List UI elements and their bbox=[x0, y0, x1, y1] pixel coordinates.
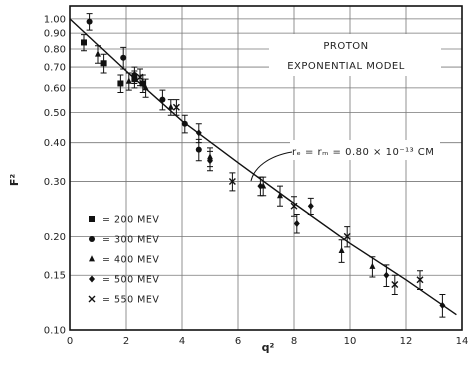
data-point-circle bbox=[195, 146, 202, 153]
data-point-diamond bbox=[439, 301, 446, 309]
data-point-cross bbox=[290, 202, 298, 210]
y-tick-label: 0.70 bbox=[44, 63, 66, 74]
data-point-cross bbox=[172, 103, 180, 111]
y-tick-label: 0.90 bbox=[44, 29, 66, 40]
data-point-diamond bbox=[383, 271, 390, 279]
x-tick-label: 10 bbox=[344, 336, 357, 347]
chart-title-line-2: EXPONENTIAL MODEL bbox=[287, 61, 405, 72]
y-axis-title: F² bbox=[8, 174, 21, 187]
data-point-triangle bbox=[125, 77, 132, 84]
data-point-triangle bbox=[167, 103, 174, 110]
y-tick-label: 0.10 bbox=[44, 326, 66, 337]
data-point-square bbox=[100, 60, 107, 67]
data-points bbox=[81, 13, 446, 318]
legend-label: = 400 MEV bbox=[102, 255, 159, 266]
x-axis-title: q² bbox=[262, 341, 275, 354]
y-axis: 1.00 0.90 0.80 0.70 0.60 0.50 0.40 0.30 0.20 0.15… bbox=[44, 14, 66, 336]
data-point-cross bbox=[416, 276, 424, 284]
series-triangle bbox=[95, 45, 376, 278]
data-point-triangle bbox=[338, 246, 345, 253]
data-point-cross bbox=[391, 281, 399, 289]
x-tick-label: 14 bbox=[456, 336, 469, 347]
data-point-diamond bbox=[207, 157, 213, 165]
y-tick-label: 1.00 bbox=[44, 14, 66, 25]
x-tick-label: 0 bbox=[67, 336, 73, 347]
x-tick-label: 12 bbox=[400, 336, 413, 347]
x-tick-label: 8 bbox=[291, 336, 297, 347]
radius-annotation-text: rₑ = rₘ = 0.80 × 10⁻¹³ CM bbox=[292, 147, 434, 158]
data-point-diamond bbox=[195, 129, 202, 137]
chart-title-box: PROTON EXPONENTIAL MODEL bbox=[269, 34, 441, 76]
data-point-cross bbox=[343, 232, 351, 240]
series-diamond bbox=[195, 123, 446, 318]
data-point-triangle bbox=[277, 191, 283, 199]
y-tick-label: 0.30 bbox=[44, 177, 66, 188]
plot-frame bbox=[69, 5, 463, 331]
legend-label: = 200 MEV bbox=[102, 215, 159, 226]
series-circle bbox=[86, 13, 202, 162]
data-point-square bbox=[117, 80, 124, 87]
legend-marker-circle bbox=[89, 236, 95, 242]
legend-label: = 500 MEV bbox=[102, 275, 159, 286]
y-tick-label: 0.60 bbox=[44, 83, 66, 94]
data-point-triangle bbox=[95, 50, 101, 57]
y-tick-label: 0.80 bbox=[44, 45, 66, 56]
series-cross bbox=[136, 68, 424, 296]
data-point-circle bbox=[181, 120, 188, 127]
y-tick-label: 0.50 bbox=[44, 108, 66, 119]
data-point-cross bbox=[136, 73, 144, 81]
x-tick-label: 4 bbox=[179, 336, 185, 347]
legend-marker-cross bbox=[88, 295, 96, 303]
data-point-diamond bbox=[257, 182, 264, 190]
annotation-arrow bbox=[250, 151, 293, 182]
legend: = 200 MEV = 300 MEV = 400 MEV = 500 MEV = 55… bbox=[88, 215, 159, 306]
y-tick-label: 0.15 bbox=[44, 271, 66, 282]
data-point-triangle bbox=[142, 84, 149, 91]
radius-annotation: rₑ = rₘ = 0.80 × 10⁻¹³ CM bbox=[250, 140, 440, 182]
legend-label: = 300 MEV bbox=[102, 235, 159, 246]
data-point-circle bbox=[86, 18, 93, 25]
x-tick-label: 2 bbox=[123, 336, 129, 347]
data-point-diamond bbox=[307, 202, 314, 210]
data-point-cross bbox=[228, 178, 236, 186]
legend-marker-square bbox=[89, 216, 95, 222]
chart-title-line-1: PROTON bbox=[323, 41, 368, 52]
data-point-circle bbox=[131, 72, 138, 79]
data-point-square bbox=[81, 39, 87, 46]
legend-marker-triangle bbox=[89, 255, 95, 262]
data-point-circle bbox=[120, 54, 127, 61]
data-point-diamond bbox=[293, 219, 300, 227]
x-tick-label: 6 bbox=[235, 336, 241, 347]
data-point-square bbox=[139, 80, 146, 87]
legend-marker-diamond bbox=[89, 275, 95, 283]
x-axis: 0 2 4 6 8 10 12 14 bbox=[67, 336, 469, 347]
y-tick-label: 0.40 bbox=[44, 138, 66, 149]
y-tick-label: 0.20 bbox=[44, 232, 66, 243]
data-point-triangle bbox=[369, 262, 376, 269]
data-point-circle bbox=[159, 96, 166, 103]
legend-label: = 550 MEV bbox=[102, 295, 159, 306]
